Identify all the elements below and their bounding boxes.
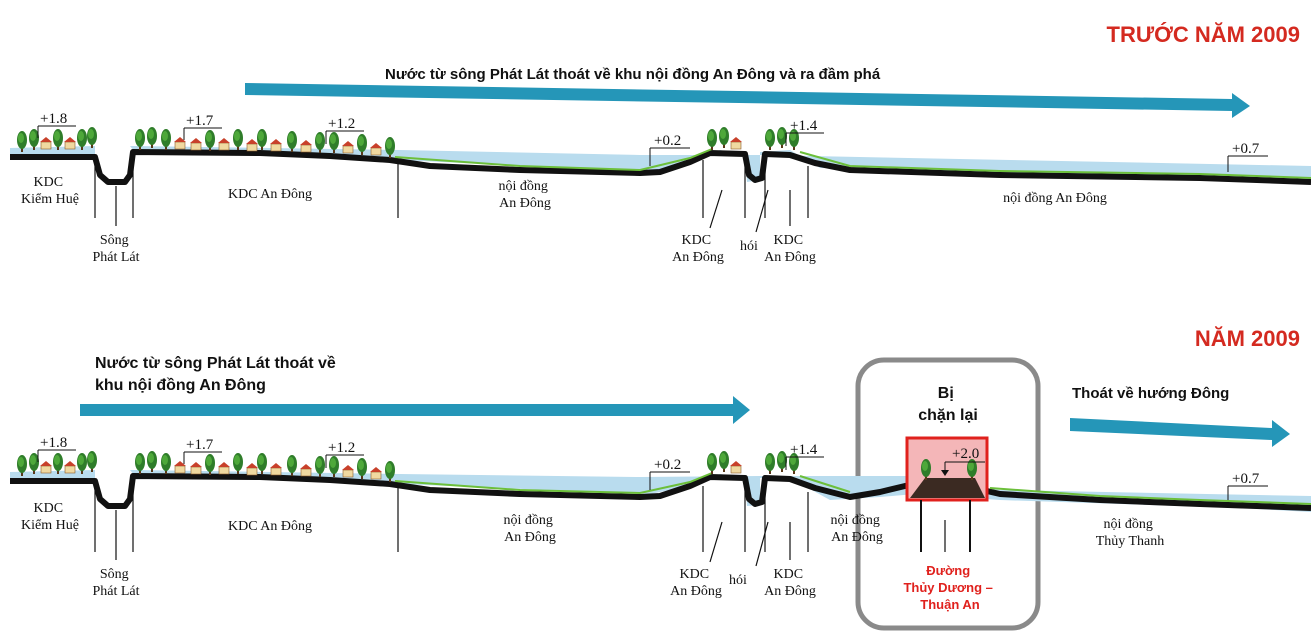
- zone-label-kdc-an-dong-after: KDC An Đông: [228, 519, 312, 534]
- flow-caption-before: Nước từ sông Phát Lát thoát về khu nội đ…: [385, 66, 881, 83]
- callout-song-phat-lat-before: Sông Phát Lát: [92, 233, 139, 265]
- elevation-4: +0.2: [654, 133, 681, 149]
- zone-label-kiem-hue-before: KDC Kiểm Huệ: [21, 175, 79, 207]
- zone-label-noi-dong-before: nội đồng An Đông: [499, 179, 552, 211]
- blocked-caption: Bị chặn lại: [918, 385, 978, 424]
- elevation-2: +1.7: [186, 113, 214, 129]
- elevation-markers-after: +1.8 +1.7 +1.2 +0.2 +1.4 +2.0 +0.7: [37, 435, 1268, 500]
- callout-hoi-after: hói: [729, 573, 747, 588]
- zone-dividers-before: [94, 160, 809, 233]
- elevation-6: +2.0: [952, 446, 979, 462]
- period-label-before: TRƯỚC NĂM 2009: [1107, 22, 1301, 47]
- grass-line-before: [394, 148, 1311, 179]
- east-flow-arrow: [1070, 418, 1290, 447]
- callout-hoi-before: hói: [740, 239, 758, 254]
- zone-label-kdc-an-dong-before: KDC An Đông: [228, 187, 312, 202]
- zone-label-noi-dong-thuy-thanh: nội đồng Thủy Thanh: [1096, 517, 1165, 549]
- flow-arrow-after: [80, 396, 750, 424]
- zone-label-kiem-hue-after: KDC Kiểm Huệ: [21, 501, 79, 533]
- elevation-5: +1.4: [790, 118, 818, 134]
- elevation-1: +1.8: [40, 435, 67, 451]
- elevation-4: +0.2: [654, 457, 681, 473]
- grass-line-after: [394, 472, 1311, 505]
- flow-caption-after: Nước từ sông Phát Lát thoát về khu nội đ…: [95, 355, 340, 394]
- elevation-1: +1.8: [40, 111, 67, 127]
- road-label: Đường Thủy Dương – Thuận An: [903, 563, 996, 612]
- zone-label-noi-dong-after: nội đồng An Đông: [504, 513, 557, 545]
- elevation-2: +1.7: [186, 437, 214, 453]
- diagram-before: TRƯỚC NĂM 2009 Nước từ sông Phát Lát tho…: [10, 22, 1311, 265]
- zone-label-noi-dong-an-dong-east-after: nội đồng An Đông: [831, 513, 884, 545]
- elevation-3: +1.2: [328, 440, 355, 456]
- ground-profile-before: [10, 149, 1311, 185]
- settlement-an-dong-mid-before: [707, 127, 799, 150]
- callout-kdc-an-dong-left-after: KDC An Đông: [670, 567, 722, 599]
- callout-song-phat-lat-after: Sông Phát Lát: [92, 567, 139, 599]
- elevation-7: +0.7: [1232, 471, 1260, 487]
- callout-kdc-an-dong-right-before: KDC An Đông: [764, 233, 816, 265]
- callout-kdc-an-dong-right-after: KDC An Đông: [764, 567, 816, 599]
- period-label-after: NĂM 2009: [1195, 326, 1300, 351]
- settlement-an-dong-mid-after: [707, 451, 799, 474]
- zone-dividers-after: [94, 484, 971, 567]
- elevation-6: +0.7: [1232, 141, 1260, 157]
- elevation-3: +1.2: [328, 116, 355, 132]
- road-embankment: [905, 436, 989, 502]
- elevation-5: +1.4: [790, 442, 818, 458]
- elevation-markers-before: +1.8 +1.7 +1.2 +0.2 +1.4 +0.7: [37, 111, 1268, 172]
- diagram-after: NĂM 2009 Nước từ sông Phát Lát thoát về …: [10, 326, 1311, 631]
- flow-arrow-before: [245, 83, 1250, 118]
- east-caption: Thoát về hướng Đông: [1072, 385, 1229, 402]
- zone-label-noi-dong-an-dong-east-before: nội đồng An Đông: [1003, 191, 1107, 206]
- callout-kdc-an-dong-left-before: KDC An Đông: [672, 233, 724, 265]
